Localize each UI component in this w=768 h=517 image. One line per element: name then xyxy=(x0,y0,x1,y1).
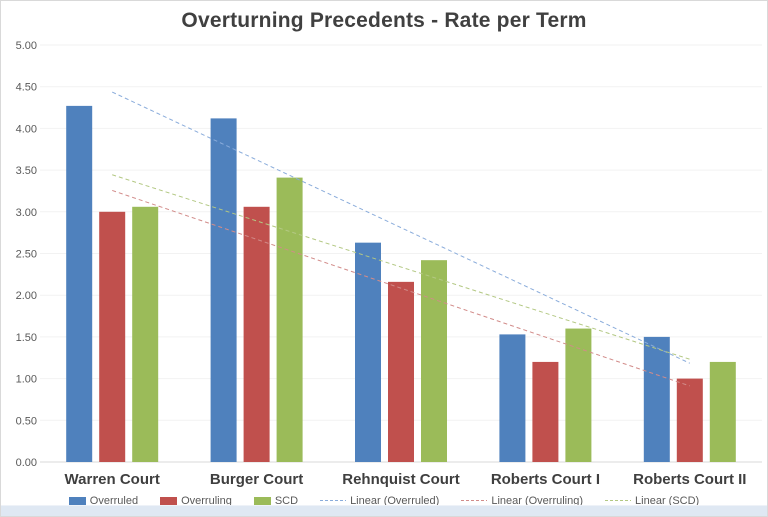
trendline-overruling xyxy=(112,189,690,387)
bar-overruled-3 xyxy=(355,242,381,462)
bar-scd-5 xyxy=(709,361,736,462)
legend-item: Linear (Overruling) xyxy=(461,495,583,507)
legend-label: Linear (Overruled) xyxy=(350,494,440,507)
legend-label: Linear (Overruling) xyxy=(491,494,584,507)
bar-scd-1 xyxy=(132,206,159,462)
legend-item: Overruled xyxy=(68,494,139,507)
bar-overruling-2 xyxy=(243,206,270,462)
bar-overruled-1 xyxy=(66,105,93,462)
category-label: Roberts Court I xyxy=(491,471,600,488)
legend-label: Overruling xyxy=(181,494,232,507)
legend-bar-swatch-icon xyxy=(160,496,178,505)
legend-item: Linear (Overruled) xyxy=(320,495,439,507)
legend-item: SCD xyxy=(253,494,299,507)
y-axis-tick-label: 4.50 xyxy=(16,82,37,94)
bar-scd-4 xyxy=(565,328,592,462)
y-axis-tick-label: 2.50 xyxy=(16,249,37,261)
legend-item: Overruling xyxy=(160,495,232,507)
bar-overruling-3 xyxy=(388,281,414,462)
bar-scd-2 xyxy=(276,177,303,462)
legend-label: Overruled xyxy=(89,494,139,507)
bar-scd-3 xyxy=(421,260,447,462)
legend-label: Linear (SCD) xyxy=(635,494,700,507)
bar-overruling-5 xyxy=(676,378,703,462)
y-axis-tick-label: 2.00 xyxy=(16,290,37,302)
category-label: Warren Court xyxy=(65,471,160,488)
y-axis-tick-label: 4.00 xyxy=(16,123,37,135)
legend-bar-swatch-icon xyxy=(253,496,271,505)
legend-dashed-line-icon xyxy=(320,500,347,501)
trendline-scd xyxy=(112,174,690,360)
y-axis-tick-label: 3.50 xyxy=(16,165,37,177)
legend-label: SCD xyxy=(274,494,299,507)
legend-dashed-line-icon xyxy=(461,500,488,501)
bar-overruling-4 xyxy=(532,361,559,462)
bar-overruling-1 xyxy=(99,211,126,462)
chart-legend: Overruled Overruling SCD Linear (Overruled)… xyxy=(1,493,767,508)
category-label: Rehnquist Court xyxy=(342,471,460,488)
y-axis-tick-label: 1.50 xyxy=(16,332,37,344)
trendline-overruled xyxy=(111,91,691,364)
legend-bar-swatch-icon xyxy=(68,496,86,505)
legend-dashed-line-icon xyxy=(605,500,632,501)
bar-overruled-5 xyxy=(643,336,670,462)
bar-overruled-2 xyxy=(210,118,237,462)
y-axis-tick-label: 0.50 xyxy=(16,415,37,427)
bar-overruled-4 xyxy=(499,334,526,462)
y-axis-tick-label: 5.00 xyxy=(16,40,37,52)
y-axis-tick-label: 0.00 xyxy=(16,457,37,469)
y-axis-tick-label: 1.00 xyxy=(16,374,37,386)
chart-title: Overturning Precedents - Rate per Term xyxy=(181,9,587,32)
worksheet-edge-strip xyxy=(1,505,767,516)
category-label: Burger Court xyxy=(210,471,303,488)
y-axis-tick-label: 3.00 xyxy=(16,207,37,219)
category-label: Roberts Court II xyxy=(633,471,746,488)
legend-item: Linear (SCD) xyxy=(605,495,699,507)
